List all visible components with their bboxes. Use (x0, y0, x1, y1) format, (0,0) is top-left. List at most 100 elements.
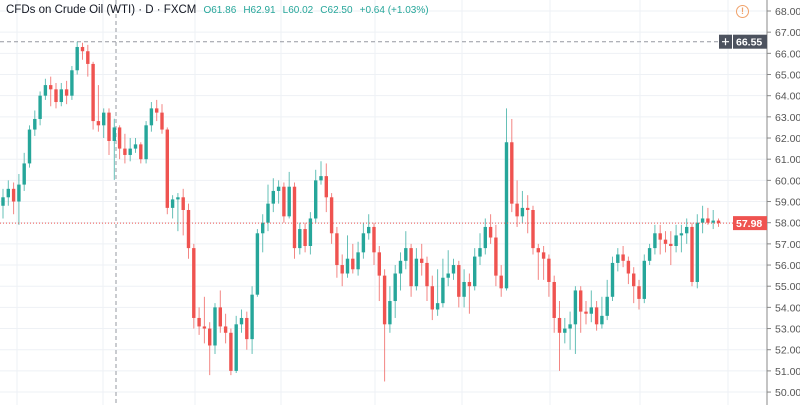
candle-body (605, 296, 609, 316)
candle (70, 66, 74, 100)
candle-body (398, 260, 403, 274)
candle-body (229, 332, 233, 371)
candle-body (213, 307, 217, 346)
candle-body (112, 127, 116, 141)
alert-circle-icon[interactable]: ! (736, 5, 749, 18)
candle-body (123, 148, 127, 155)
candle (605, 279, 609, 321)
candle-body (33, 118, 37, 130)
candle-body (282, 186, 286, 217)
y-tick-label: 57.00 (775, 239, 800, 251)
crosshair-price-label: 66.55 (736, 37, 762, 49)
candle-body (261, 222, 265, 234)
y-tick-label: 62.00 (775, 133, 800, 145)
candle-body (22, 163, 26, 185)
candle (700, 205, 705, 234)
candle (255, 229, 260, 297)
candle-body (600, 315, 604, 325)
candle-body (223, 326, 228, 333)
candle-body (335, 233, 339, 266)
candle-body (202, 326, 207, 329)
candle-body (208, 328, 212, 346)
y-tick-label: 56.00 (775, 260, 800, 272)
candle-body (457, 265, 461, 297)
candle-body (685, 226, 689, 234)
candle-body (234, 324, 238, 371)
candle (229, 328, 233, 376)
candle (388, 286, 392, 333)
candle-body (610, 262, 615, 297)
candle (38, 91, 42, 126)
candle (266, 184, 270, 232)
candle (329, 193, 334, 244)
candle (409, 243, 413, 297)
candle-body (420, 258, 424, 263)
candle-body (128, 148, 132, 155)
candle-body (149, 108, 154, 126)
candle-body (319, 176, 323, 181)
candle-body (716, 220, 721, 224)
candle (75, 41, 79, 75)
candle-body (139, 144, 143, 160)
candle (552, 275, 556, 333)
y-tick-label: 60.00 (775, 175, 800, 187)
candle-body (515, 203, 519, 217)
plus-icon[interactable] (719, 34, 732, 49)
candle-body (531, 209, 535, 249)
candle-body (160, 112, 164, 130)
candle-body (17, 184, 21, 202)
candle (420, 243, 424, 276)
candle (526, 195, 530, 234)
candle-body (478, 248, 482, 257)
candle-body (679, 233, 684, 236)
candle (181, 188, 185, 236)
candle (685, 218, 689, 244)
symbol-legend: CFDs on Crude Oil (WTI) · D · FXCM O61.8… (6, 4, 429, 16)
candle (600, 296, 604, 329)
candle (213, 303, 217, 354)
candle (711, 209, 715, 230)
candle-body (473, 256, 477, 287)
candle (610, 256, 615, 302)
candle (430, 275, 434, 321)
candle-body (1, 197, 5, 206)
candle (165, 127, 169, 215)
candle (282, 182, 286, 223)
candle-body (499, 275, 503, 289)
candle-body (451, 265, 456, 274)
candle (541, 245, 546, 280)
y-tick-label: 59.00 (775, 197, 800, 209)
candle (398, 252, 403, 291)
candle-body (377, 252, 381, 276)
candle (298, 222, 302, 255)
candle (626, 256, 631, 285)
symbol-title[interactable]: CFDs on Crude Oil (WTI) · D · FXCM (6, 4, 197, 16)
candle (6, 180, 10, 206)
candle (239, 309, 244, 333)
y-tick-label: 68.00 (775, 6, 800, 18)
candle-body (626, 260, 631, 274)
candle-body (552, 281, 556, 318)
candle (563, 317, 567, 344)
y-tick-label: 66.00 (775, 48, 800, 60)
candle-body (647, 248, 652, 261)
candle-body (632, 273, 636, 287)
candle (488, 214, 493, 244)
candle (261, 214, 265, 253)
high-value: H62.91 (243, 5, 276, 16)
candle (170, 195, 175, 219)
candle (473, 248, 477, 291)
candle (404, 231, 408, 270)
candle-body (388, 301, 392, 325)
candle-body (504, 142, 509, 289)
candle-body (382, 275, 387, 325)
candle (435, 269, 440, 316)
candle-body (345, 258, 350, 274)
candle (11, 182, 16, 215)
candle (86, 44, 90, 77)
candle (467, 273, 472, 314)
candle-body (170, 199, 175, 208)
candle-body (271, 190, 275, 204)
candle (351, 243, 355, 274)
